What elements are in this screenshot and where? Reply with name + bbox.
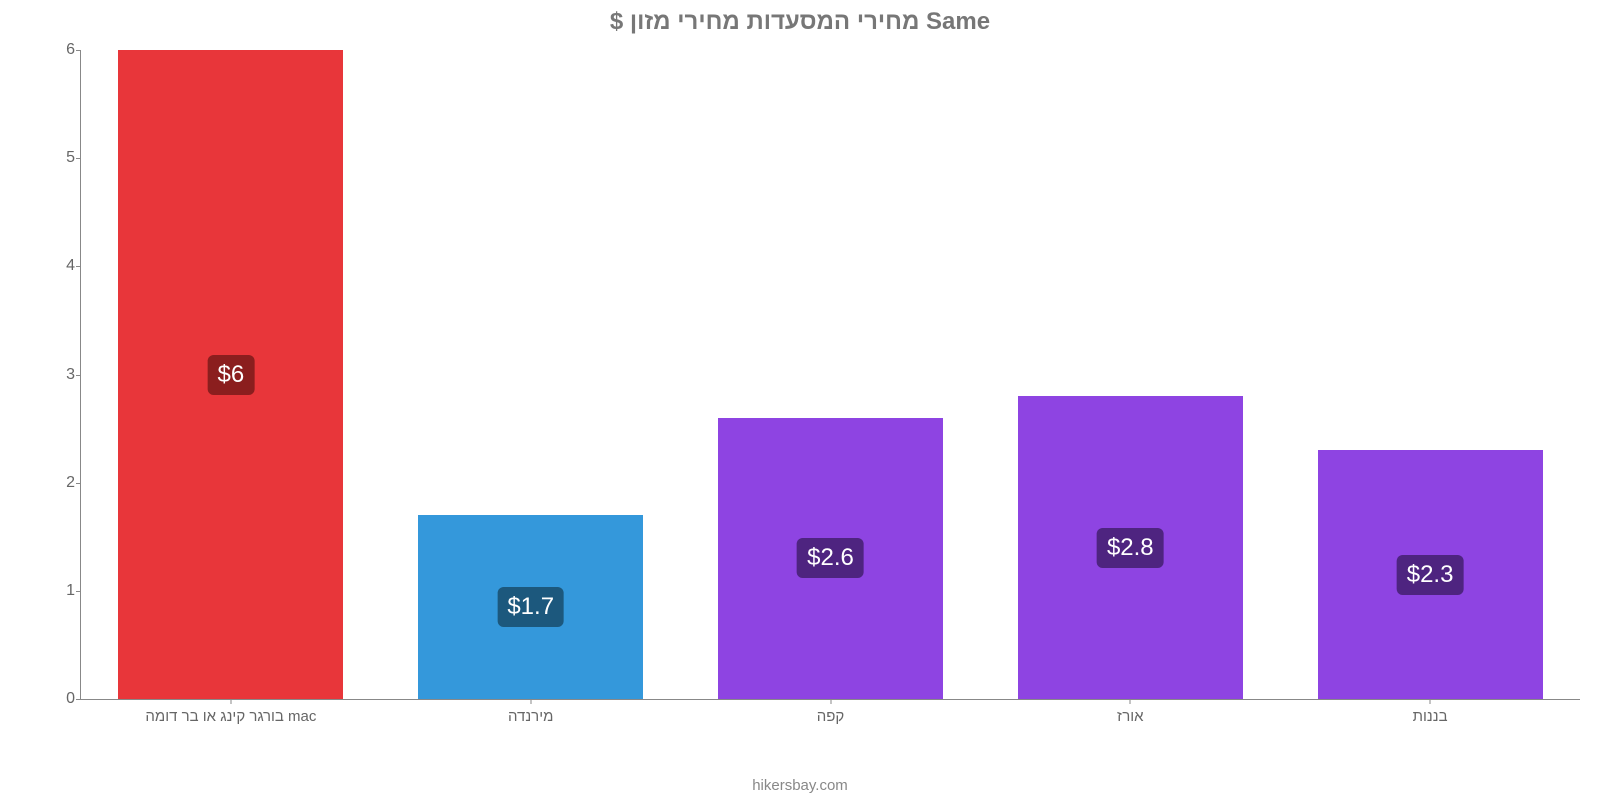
x-tick-mark — [1130, 699, 1131, 704]
y-tick-mark — [76, 699, 81, 700]
y-tick-mark — [76, 375, 81, 376]
bar-value-label: $1.7 — [497, 587, 564, 627]
bar: $2.3 — [1318, 450, 1543, 699]
bar-value-label: $6 — [208, 355, 255, 395]
x-tick-label: בורגר קינג או בר דומה mac — [145, 708, 316, 725]
chart-footer: hikersbay.com — [0, 777, 1600, 794]
y-tick-label: 0 — [51, 690, 75, 708]
y-tick-mark — [76, 483, 81, 484]
y-tick-mark — [76, 266, 81, 267]
bar-value-label: $2.3 — [1397, 555, 1464, 595]
bar: $6 — [118, 50, 343, 699]
bar-value-label: $2.8 — [1097, 528, 1164, 568]
x-tick-label: מירנדה — [508, 708, 553, 725]
plot-region: 0123456$6בורגר קינג או בר דומה mac$1.7מי… — [80, 50, 1580, 700]
x-tick-label: בננות — [1413, 708, 1448, 725]
bar: $2.8 — [1018, 396, 1243, 699]
x-tick-mark — [1430, 699, 1431, 704]
bar-value-label: $2.6 — [797, 538, 864, 578]
y-tick-mark — [76, 50, 81, 51]
bar: $2.6 — [718, 418, 943, 699]
y-tick-label: 5 — [51, 149, 75, 167]
y-tick-mark — [76, 158, 81, 159]
y-tick-label: 3 — [51, 366, 75, 384]
x-tick-mark — [230, 699, 231, 704]
y-tick-label: 6 — [51, 41, 75, 59]
y-tick-label: 1 — [51, 582, 75, 600]
x-tick-mark — [530, 699, 531, 704]
x-tick-mark — [830, 699, 831, 704]
y-tick-label: 2 — [51, 474, 75, 492]
x-tick-label: קפה — [817, 708, 845, 725]
y-tick-mark — [76, 591, 81, 592]
y-tick-label: 4 — [51, 257, 75, 275]
bar: $1.7 — [418, 515, 643, 699]
x-tick-label: אורז — [1117, 708, 1143, 725]
chart-area: 0123456$6בורגר קינג או בר דומה mac$1.7מי… — [50, 50, 1580, 730]
chart-title: $ מחירי המסעדות מחירי מזון Same — [0, 0, 1600, 44]
